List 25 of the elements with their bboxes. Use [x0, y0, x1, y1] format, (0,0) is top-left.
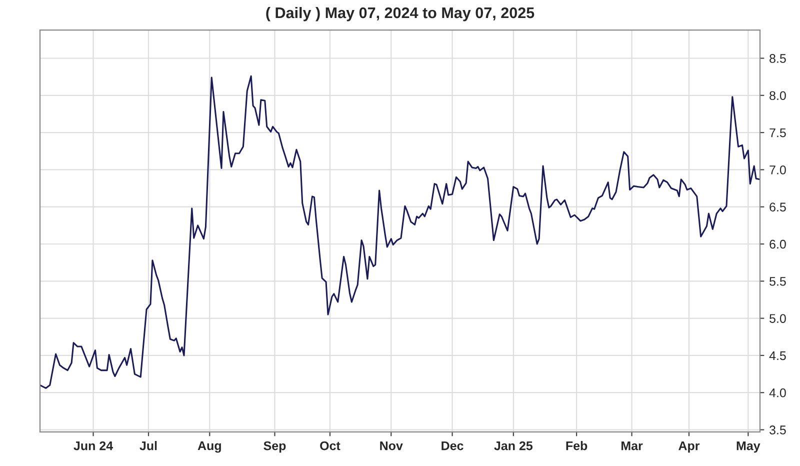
- x-tick-label: Oct: [320, 441, 340, 450]
- y-tick-label: 8.5: [770, 54, 786, 63]
- y-tick-label: 6.0: [770, 240, 786, 249]
- x-tick-label: Apr: [678, 441, 700, 453]
- x-tick-label: Sep: [264, 441, 286, 453]
- y-tick-label: 3.5: [770, 426, 786, 434]
- x-tick-label: Mar: [622, 441, 643, 450]
- y-tick-label: 7.5: [770, 128, 786, 138]
- x-tick-label: Aug: [198, 441, 221, 453]
- x-tick-label: Feb: [566, 441, 588, 450]
- x-tick-label: Dec: [442, 441, 464, 450]
- y-tick-label: 5.0: [770, 314, 786, 323]
- x-tick-label: Jan 25: [494, 441, 533, 450]
- x-tick-label: May: [736, 441, 760, 453]
- y-tick-label: 7.0: [770, 166, 786, 174]
- y-tick-label: 6.5: [770, 202, 786, 212]
- y-tick-label: 4.5: [769, 351, 786, 360]
- y-tick-label: 4.0: [769, 388, 786, 398]
- x-tick-label: Nov: [380, 441, 403, 450]
- x-tick-label: Jul: [140, 441, 157, 450]
- line-series: [40, 75, 760, 389]
- chart-title: ( Daily ) May 07, 2024 to May 07, 2025: [266, 6, 534, 22]
- y-tick-label: 8.0: [770, 91, 786, 100]
- y-tick-label: 5.5: [770, 277, 786, 286]
- x-tick-label: Jun 24: [74, 441, 113, 450]
